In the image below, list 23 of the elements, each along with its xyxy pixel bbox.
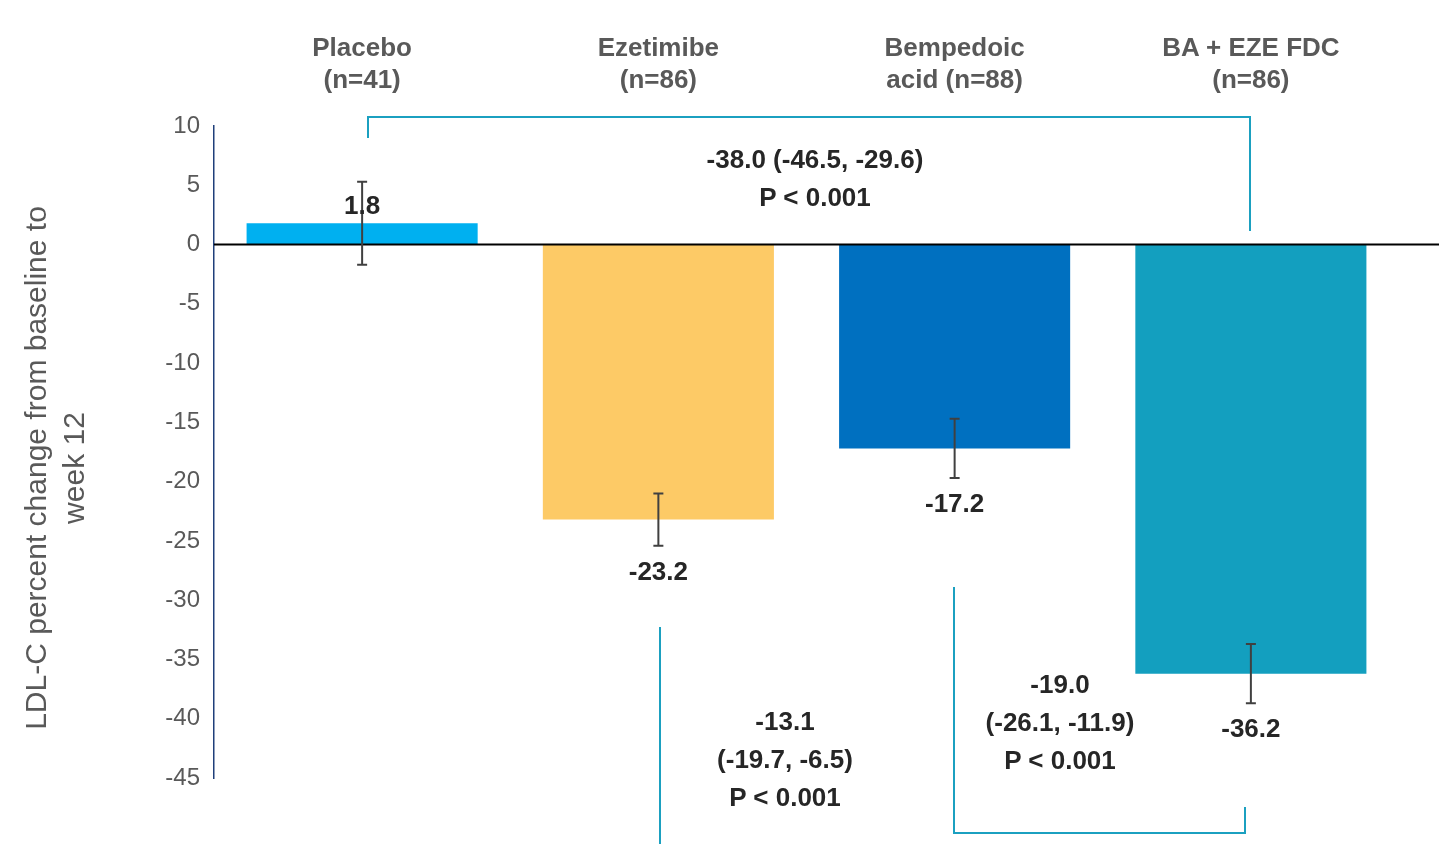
y-tick-label: -30 — [165, 584, 200, 612]
y-tick-label: 5 — [186, 169, 200, 197]
y-tick-label: -40 — [165, 703, 200, 731]
x-tick-label: Bempedoic acid (n=88) — [884, 32, 1025, 94]
y-axis-title: LDL-C percent change from baseline to week 12 — [18, 205, 91, 732]
y-tick-label: -35 — [165, 644, 200, 672]
data-label: -17.2 — [924, 488, 985, 519]
y-tick-label: -20 — [165, 466, 200, 494]
y-tick-label: -15 — [165, 406, 200, 434]
annotation: -38.0 (-46.5, -29.6) P < 0.001 — [705, 143, 925, 214]
annotation: -19.0 (-26.1, -11.9) P < 0.001 — [984, 668, 1136, 777]
data-label: -23.2 — [628, 555, 689, 586]
y-tick-label: -10 — [165, 347, 200, 375]
y-tick-label: 10 — [173, 110, 200, 138]
x-tick-label: BA + EZE FDC (n=86) — [1162, 32, 1340, 94]
y-tick-label: -5 — [178, 288, 200, 316]
y-tick-label: -45 — [165, 762, 200, 790]
data-label: -36.2 — [1221, 713, 1281, 744]
y-tick-label: -25 — [165, 525, 200, 553]
annotation: -13.1 (-19.7, -6.5) P < 0.001 — [716, 705, 854, 814]
x-tick-label: Placebo (n=41) — [312, 32, 412, 94]
x-tick-label: Ezetimibe (n=86) — [597, 32, 720, 94]
y-tick-label: 0 — [186, 229, 200, 257]
